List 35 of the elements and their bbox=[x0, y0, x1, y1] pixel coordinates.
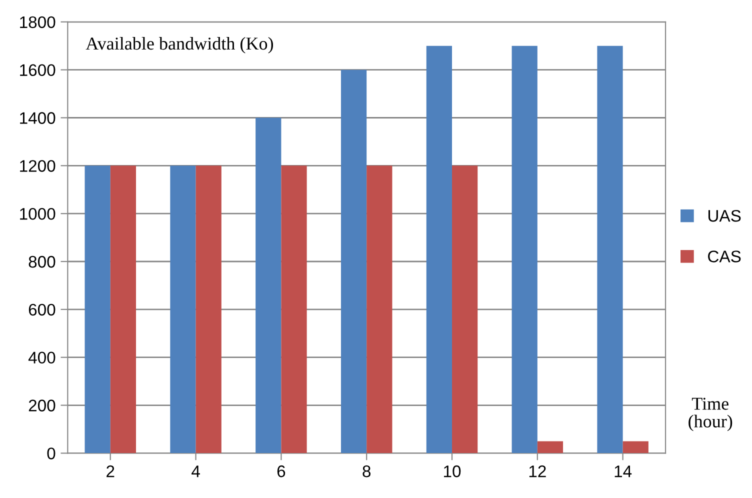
x-tick-label: 6 bbox=[277, 465, 286, 478]
legend-label: CAS bbox=[708, 250, 741, 262]
legend-label: UAS bbox=[708, 210, 741, 222]
bar bbox=[452, 166, 478, 454]
bar bbox=[170, 166, 196, 454]
bar bbox=[512, 46, 538, 454]
bar bbox=[597, 46, 623, 454]
y-tick-label: 1400 bbox=[20, 112, 56, 124]
y-tick-label: 1200 bbox=[20, 160, 56, 172]
x-tick-label: 10 bbox=[444, 465, 461, 478]
bar bbox=[196, 166, 222, 454]
y-tick-label: 1800 bbox=[20, 16, 56, 28]
bar bbox=[622, 441, 648, 454]
x-tick-label: 4 bbox=[192, 466, 200, 478]
y-tick-label: 400 bbox=[28, 352, 56, 364]
x-tick-label: 12 bbox=[529, 465, 546, 478]
bar bbox=[281, 166, 307, 454]
y-tick-label: 0 bbox=[47, 448, 56, 460]
bar bbox=[537, 441, 564, 454]
y-tick-label: 200 bbox=[28, 400, 56, 412]
bar bbox=[340, 70, 367, 454]
x-tick-label: 8 bbox=[362, 465, 371, 478]
y-tick-label: 1600 bbox=[20, 64, 56, 76]
x-tick-label: 14 bbox=[614, 466, 632, 478]
x-axis-title: Time (hour) bbox=[688, 398, 732, 432]
x-tick-label: 2 bbox=[106, 465, 114, 478]
y-axis-title: Available bandwidth (Ko) bbox=[86, 37, 274, 54]
bar bbox=[366, 166, 392, 454]
y-tick-label: 800 bbox=[28, 256, 56, 268]
bar bbox=[426, 46, 452, 454]
bar bbox=[84, 166, 110, 454]
y-tick-label: 600 bbox=[28, 304, 56, 316]
y-tick-label: 1000 bbox=[20, 208, 56, 220]
bar bbox=[256, 118, 282, 454]
bar bbox=[110, 166, 136, 454]
